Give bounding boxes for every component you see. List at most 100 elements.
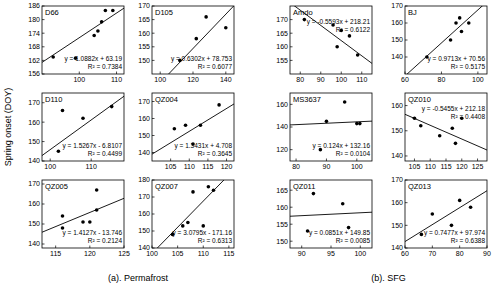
point (341, 202, 345, 206)
annotation: R² = 0.7384 (88, 63, 123, 70)
panel: 140150160170180100105110115QZ007y = 3.07… (138, 170, 234, 257)
panel-title: QZ013 (408, 182, 431, 191)
panel-title: BJ (408, 8, 417, 17)
y-tick-label: 155 (276, 57, 288, 64)
annotation: y = -0.5455x + 212.18 (422, 105, 486, 113)
point (95, 188, 99, 192)
x-tick-label: 110 (198, 250, 209, 257)
annotation: y = 1.4127x - 13.746 (63, 229, 123, 237)
point (104, 9, 108, 13)
point (303, 18, 307, 22)
plot-area (152, 103, 234, 154)
annotation: R² = 0.0085 (336, 237, 371, 244)
y-tick-label: 150 (138, 57, 150, 64)
point (419, 124, 423, 128)
point (469, 205, 473, 209)
trend-line (152, 104, 234, 154)
point (199, 124, 203, 128)
x-tick-label: 90 (483, 250, 491, 257)
point (181, 224, 185, 228)
plot-area (42, 188, 124, 232)
panel: 156162168174180186100110D66y = 1.0882x +… (28, 2, 124, 83)
x-tick-label: 105 (409, 163, 421, 170)
trend-line (405, 6, 487, 74)
point (110, 105, 114, 109)
y-tick-label: 165 (276, 30, 288, 37)
point (449, 38, 453, 42)
panel: 140150160105110115120125QZ010y = -0.5455… (391, 93, 487, 170)
point (450, 224, 454, 228)
y-tick-label: 160 (276, 204, 288, 211)
point (95, 208, 99, 212)
point (201, 224, 205, 228)
trend-line (152, 6, 234, 74)
y-tick-label: 150 (391, 222, 403, 229)
x-tick-label: 100 (146, 250, 158, 257)
point (51, 55, 55, 59)
point (212, 188, 216, 192)
y-tick-label: 160 (391, 199, 403, 206)
point (413, 116, 417, 120)
trend-line (290, 6, 372, 63)
panel-title: D66 (45, 8, 59, 17)
x-tick-label: 115 (202, 163, 213, 170)
x-tick-label: 120 (187, 76, 199, 83)
point (312, 192, 316, 196)
y-tick-label: 150 (28, 220, 40, 227)
y-axis-label: Spring onset (DOY) (3, 88, 13, 167)
point (431, 212, 435, 216)
point (458, 199, 462, 203)
plot-area (152, 6, 234, 74)
x-tick-label: 70 (428, 250, 436, 257)
plot-area (290, 100, 372, 151)
x-tick-label: 100 (354, 250, 366, 257)
plot-area (290, 6, 372, 63)
y-tick-label: 170 (138, 2, 150, 9)
x-tick-label: 105 (165, 163, 177, 170)
trend-line (405, 191, 487, 242)
frame (405, 6, 487, 74)
x-tick-label: 125 (472, 163, 484, 170)
point (111, 9, 115, 13)
y-tick-label: 160 (391, 102, 403, 109)
y-tick-label: 180 (28, 16, 40, 23)
annotation: y = 1.5267x - 6.8107 (63, 142, 123, 150)
y-tick-label: 150 (391, 36, 403, 43)
y-tick-label: 140 (276, 123, 288, 130)
y-tick-label: 170 (138, 98, 150, 105)
point (57, 149, 61, 153)
point (325, 120, 329, 124)
y-tick-label: 150 (28, 138, 40, 145)
group-caption: (b). SFG (371, 273, 406, 283)
y-tick-label: 156 (28, 70, 40, 77)
panel: 140150160170100110D110y = 1.5267x - 6.81… (28, 93, 124, 170)
x-tick-label: 80 (456, 250, 464, 257)
x-tick-label: 115 (223, 250, 234, 257)
y-tick-label: 160 (28, 200, 40, 207)
panel: 140150160170115120125QZ005y = 1.4127x - … (28, 180, 130, 257)
x-tick-label: 110 (184, 163, 195, 170)
y-tick-label: 160 (276, 43, 288, 50)
panel-title: D105 (155, 8, 173, 17)
plot-area (290, 192, 372, 233)
panel: 1401501601706080100BJy = 0.9713x + 70.56… (391, 2, 487, 83)
annotation: R² = 0.6313 (198, 237, 233, 244)
frame (405, 180, 487, 248)
x-tick-label: 110 (86, 163, 97, 170)
point (451, 126, 455, 130)
frame (290, 6, 372, 74)
x-tick-label: 100 (44, 163, 56, 170)
x-tick-label: 115 (50, 250, 61, 257)
point (173, 127, 177, 131)
panel-title: Amdo (293, 8, 313, 17)
point (81, 220, 85, 224)
y-tick-label: 160 (138, 210, 150, 217)
annotation: R² = 0.6122 (336, 26, 371, 33)
panel: 150155160165170100120140D105y = 0.6302x … (138, 2, 234, 91)
x-tick-label: 60 (401, 250, 409, 257)
x-tick-label: 120 (456, 163, 468, 170)
point (454, 142, 458, 146)
plot-area (42, 96, 124, 155)
point (204, 15, 208, 19)
panel-title: D110 (45, 95, 62, 104)
